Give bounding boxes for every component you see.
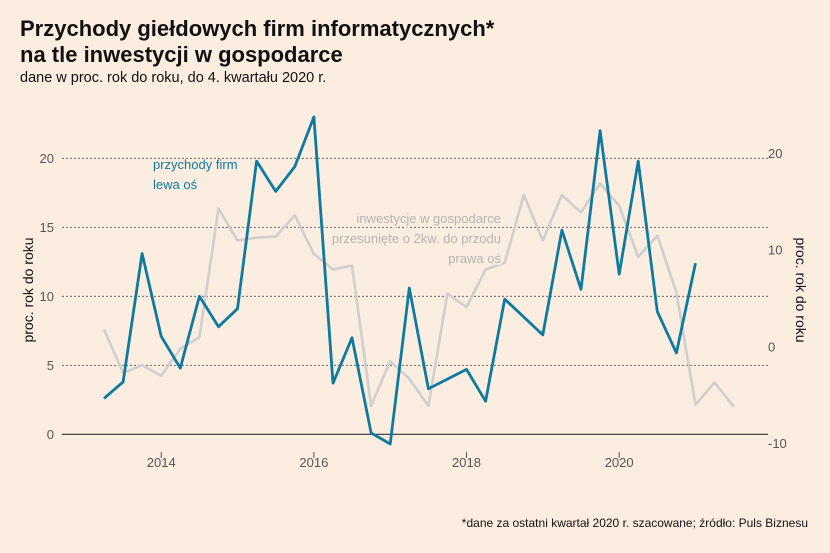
left-tick-label: 5	[47, 358, 54, 373]
right-axis-ticks: -10 0 10 20	[768, 146, 787, 451]
x-tick-label: 2020	[605, 455, 634, 470]
right-tick-label: -10	[768, 436, 787, 451]
revenue-annotation-line-1: przychody firm	[153, 157, 238, 172]
revenue-annotation: przychody firm lewa oś	[153, 157, 238, 192]
left-axis-label: proc. rok do roku	[20, 237, 36, 342]
series-line-revenue	[103, 115, 697, 446]
x-tick-label: 2018	[452, 455, 481, 470]
footnote: *dane za ostatni kwartał 2020 r. szacowa…	[461, 516, 808, 530]
title-line-1: Przychody giełdowych firm informatycznyc…	[20, 16, 495, 41]
x-tick-label: 2014	[147, 455, 176, 470]
chart-title: Przychody giełdowych firm informatycznyc…	[20, 16, 720, 68]
left-tick-label: 0	[47, 427, 54, 442]
x-axis-ticks: 2014 2016 2018 2020	[147, 452, 634, 470]
grid-lines	[62, 157, 768, 435]
x-tick-label: 2016	[299, 455, 328, 470]
left-tick-label: 15	[40, 220, 54, 235]
right-tick-label: 0	[768, 339, 775, 354]
series-line-investment	[102, 182, 735, 408]
left-tick-label: 10	[40, 289, 54, 304]
revenue-annotation-line-2: lewa oś	[153, 177, 198, 192]
chart-subtitle: dane w proc. rok do roku, do 4. kwartału…	[20, 70, 327, 86]
title-line-2: na tle inwestycji w gospodarce	[20, 42, 343, 67]
investment-annotation-line-1: inwestycje w gospodarce	[356, 211, 501, 226]
right-tick-label: 20	[768, 146, 782, 161]
right-tick-label: 10	[768, 243, 782, 258]
investment-annotation-line-2: przesunięte o 2kw. do przodu	[332, 231, 501, 246]
left-axis-ticks: 0 5 10 15 20	[40, 151, 54, 442]
investment-annotation-line-3: prawa oś	[448, 251, 501, 266]
left-tick-label: 20	[40, 151, 54, 166]
right-axis-label: proc. rok do roku	[793, 237, 809, 342]
investment-annotation: inwestycje w gospodarce przesunięte o 2k…	[330, 209, 504, 268]
